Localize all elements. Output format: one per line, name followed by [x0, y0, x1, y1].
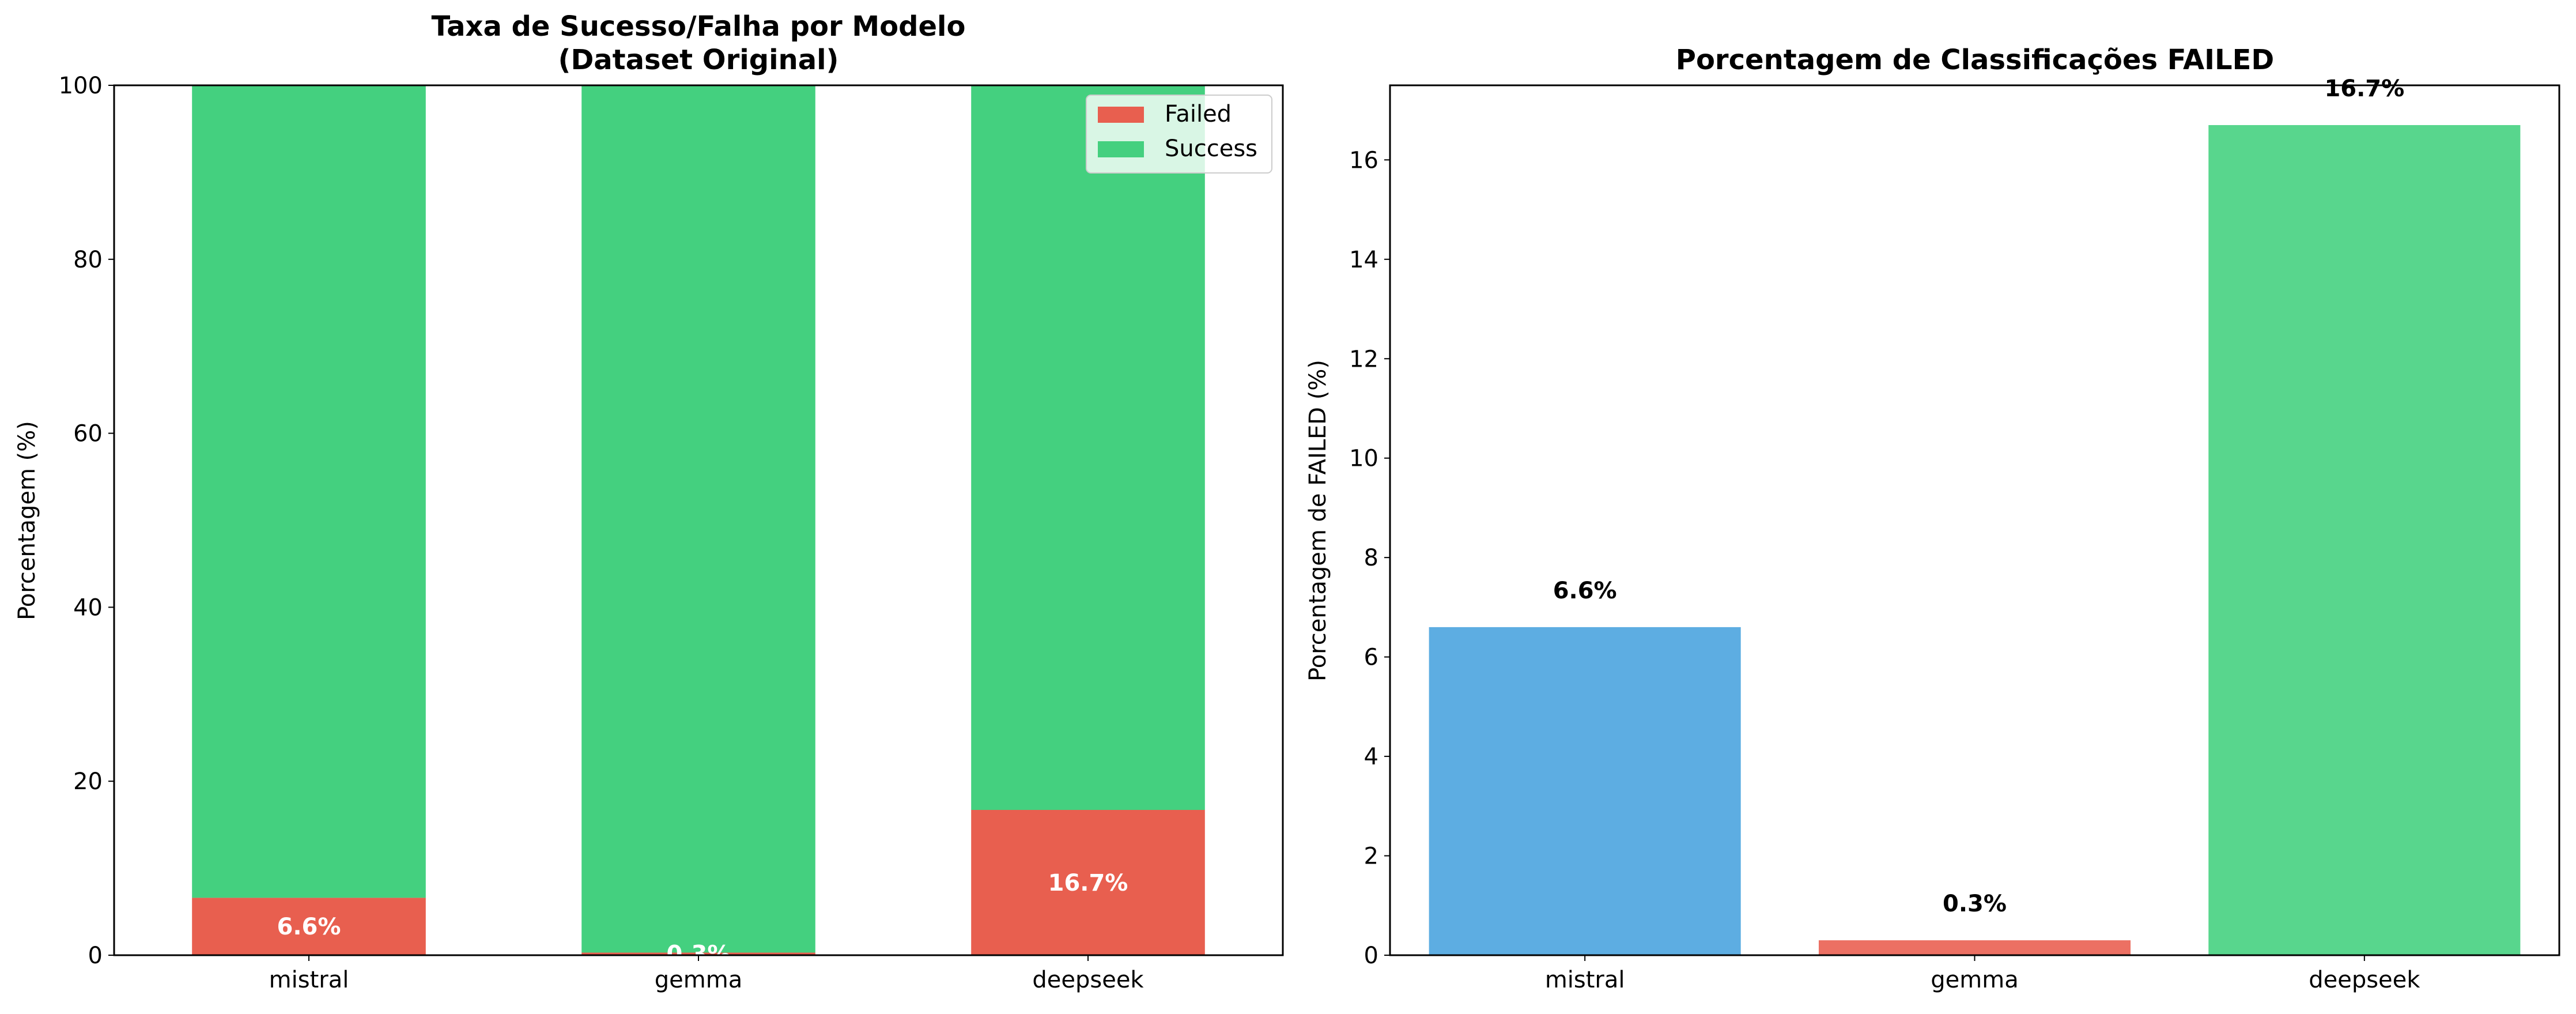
chart-subtitle: (Dataset Original) — [558, 44, 839, 76]
x-tick-label-gemma: gemma — [655, 967, 742, 993]
y-tick-label: 80 — [73, 247, 103, 273]
legend-swatch-failed — [1098, 107, 1144, 123]
y-tick-label: 40 — [73, 594, 103, 621]
y-tick-label: 12 — [1349, 346, 1378, 372]
chart-success-failure: Taxa de Sucesso/Falha por Modelo (Datase… — [14, 10, 1284, 993]
y-tick-label: 0 — [1364, 943, 1378, 969]
data-label-gemma: 0.3% — [1943, 891, 2007, 917]
y-tick-label: 60 — [73, 421, 103, 447]
bar-success-mistral — [192, 85, 426, 898]
x-tick-label-deepseek: deepseek — [2309, 967, 2420, 993]
y-tick-label: 6 — [1364, 644, 1378, 671]
y-tick-label: 2 — [1364, 843, 1378, 870]
chart-failed-percentage: Porcentagem de Classificações FAILED Por… — [1305, 44, 2560, 993]
y-tick-label: 20 — [73, 768, 103, 795]
data-label-mistral: 6.6% — [277, 914, 341, 940]
legend-label-failed: Failed — [1165, 101, 1232, 127]
bar-success-gemma — [581, 85, 815, 953]
data-label-mistral: 6.6% — [1553, 578, 1617, 604]
y-tick-label: 4 — [1364, 744, 1378, 770]
y-axis-label: Porcentagem (%) — [14, 421, 40, 620]
y-tick-label: 14 — [1349, 247, 1378, 273]
x-tick-label-gemma: gemma — [1931, 967, 2018, 993]
y-tick-label: 0 — [88, 943, 103, 969]
chart-title: Taxa de Sucesso/Falha por Modelo — [432, 10, 966, 43]
y-tick-label: 8 — [1364, 545, 1378, 571]
x-tick-label-mistral: mistral — [1545, 967, 1625, 993]
plot-frame — [113, 84, 1284, 956]
y-tick-label: 100 — [59, 73, 103, 99]
bar-failed-mistral — [192, 898, 426, 955]
bar-failed-deepseek — [971, 809, 1205, 955]
y-axis-label: Porcentagem de FAILED (%) — [1305, 360, 1331, 681]
bar-deepseek — [2208, 125, 2521, 955]
y-tick-label: 10 — [1349, 446, 1378, 472]
bar-mistral — [1429, 627, 1741, 955]
bar-failed-gemma — [581, 952, 815, 955]
x-tick-label-mistral: mistral — [269, 967, 349, 993]
legend-swatch-success — [1098, 141, 1144, 157]
data-label-deepseek: 16.7% — [1048, 870, 1128, 896]
data-label-deepseek: 16.7% — [2324, 76, 2404, 102]
y-tick-label: 16 — [1349, 147, 1378, 174]
bar-success-deepseek — [971, 85, 1205, 810]
x-tick-label-deepseek: deepseek — [1032, 967, 1144, 993]
bar-gemma — [1818, 940, 2131, 955]
plot-frame — [1389, 84, 2560, 956]
legend: Failed Success — [1086, 95, 1272, 174]
chart-title: Porcentagem de Classificações FAILED — [1676, 44, 2274, 76]
legend-label-success: Success — [1165, 135, 1257, 162]
